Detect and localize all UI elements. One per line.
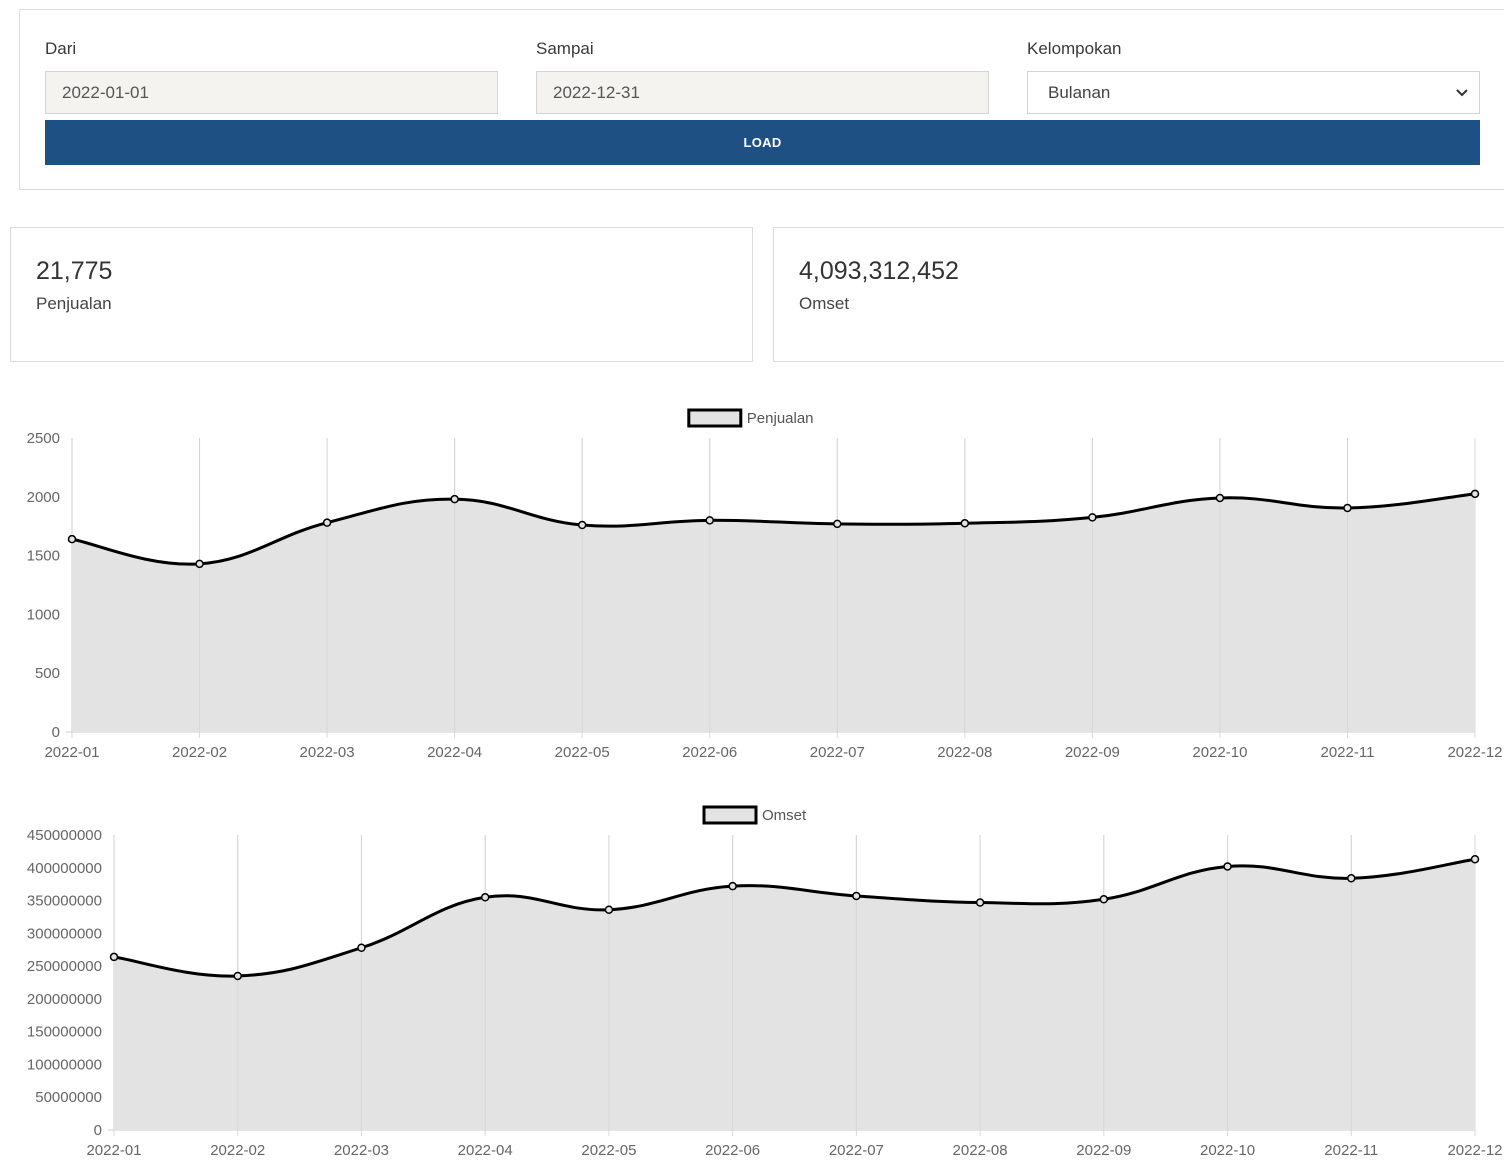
y-tick-label: 500 — [35, 665, 60, 682]
data-point — [852, 891, 861, 901]
data-point — [1347, 874, 1356, 883]
from-date-input[interactable]: 2022-01-01 — [45, 71, 498, 114]
chart-penjualan-container: Penjualan 0 500 1000 1500 2000 2500 2022-01 2022… — [0, 400, 1504, 770]
x-tick-label: 2022-11 — [1320, 744, 1374, 761]
legend-swatch — [687, 408, 743, 428]
data-point — [604, 905, 614, 914]
from-label: Dari — [45, 39, 77, 58]
x-tick-label: 2022-05 — [581, 1142, 636, 1157]
stat-card-penjualan: 21,775 Penjualan — [10, 227, 753, 362]
to-label: Sampai — [536, 39, 594, 58]
data-point — [1215, 493, 1225, 503]
data-point — [1223, 862, 1232, 871]
x-tick-label: 2022-03 — [334, 1142, 389, 1157]
x-tick-label: 2022-10 — [1200, 1142, 1255, 1157]
data-point — [1470, 489, 1480, 499]
stat-value: 21,775 — [36, 257, 113, 285]
data-point — [67, 534, 77, 544]
data-point — [833, 519, 842, 529]
data-point — [1088, 513, 1097, 522]
data-point — [233, 971, 242, 981]
data-point — [450, 494, 459, 504]
y-tick-label: 150000000 — [27, 1024, 102, 1041]
stat-label: Omset — [799, 294, 850, 313]
data-point — [1470, 855, 1480, 864]
filter-panel: Dari 2022-01-01 Sampai 2022-12-31 Kelomp… — [19, 9, 1504, 190]
group-select-value: Bulanan — [1048, 83, 1111, 102]
x-tick-label: 2022-07 — [829, 1142, 884, 1157]
chart-omset-container: Omset 0 50000000 100000000 150000000 20000000… — [0, 797, 1504, 1159]
series-line — [113, 857, 1476, 978]
x-tick-label: 2022-09 — [1065, 744, 1120, 761]
chart-omset: Omset 0 50000000 100000000 150000000 20000000… — [27, 805, 1503, 1159]
chevron-down-icon — [1456, 89, 1468, 97]
x-tick-label: 2022-03 — [300, 744, 355, 761]
data-point — [960, 519, 970, 528]
chart-penjualan: Penjualan 0 500 1000 1500 2000 2500 2022-01 2022… — [27, 408, 1503, 761]
legend-label: Penjualan — [747, 410, 814, 427]
to-date-input[interactable]: 2022-12-31 — [536, 71, 989, 114]
area-fill — [114, 859, 1475, 1130]
y-tick-label: 100000000 — [27, 1056, 102, 1073]
x-tick-label: 2022-10 — [1192, 744, 1247, 761]
x-tick-label: 2022-04 — [427, 744, 482, 761]
x-tick-label: 2022-09 — [1076, 1142, 1131, 1157]
x-tick-label: 2022-06 — [705, 1142, 760, 1157]
data-point — [357, 943, 366, 953]
data-point — [975, 898, 985, 907]
x-tick-label: 2022-02 — [172, 744, 227, 761]
y-tick-label: 200000000 — [27, 991, 102, 1008]
x-tick-label: 2022-01 — [86, 1142, 141, 1157]
data-point — [1343, 503, 1352, 513]
legend-swatch — [702, 805, 758, 825]
x-tick-label: 2022-12 — [1447, 1142, 1502, 1157]
data-point — [195, 559, 204, 569]
y-tick-label: 300000000 — [27, 925, 102, 942]
y-tick-label: 50000000 — [35, 1089, 102, 1106]
y-tick-label: 400000000 — [27, 860, 102, 877]
y-tick-label: 2000 — [27, 489, 60, 506]
data-point — [577, 520, 587, 530]
y-tick-label: 0 — [52, 724, 60, 741]
area-fill — [72, 493, 1475, 732]
group-select[interactable]: Bulanan — [1027, 71, 1480, 114]
y-tick-label: 350000000 — [27, 893, 102, 910]
x-tick-label: 2022-06 — [682, 744, 737, 761]
stat-label: Penjualan — [36, 294, 112, 313]
x-tick-label: 2022-02 — [210, 1142, 265, 1157]
x-tick-label: 2022-08 — [937, 744, 992, 761]
data-point — [705, 516, 714, 525]
y-tick-label: 2500 — [27, 430, 60, 447]
load-button[interactable]: LOAD — [45, 120, 1480, 165]
x-tick-label: 2022-07 — [810, 744, 865, 761]
x-tick-label: 2022-04 — [458, 1142, 513, 1157]
data-point — [1099, 894, 1109, 904]
y-tick-label: 1500 — [27, 548, 60, 565]
y-tick-label: 1000 — [27, 606, 60, 623]
y-tick-label: 0 — [94, 1122, 102, 1139]
x-tick-label: 2022-01 — [44, 744, 99, 761]
x-tick-label: 2022-12 — [1447, 744, 1502, 761]
data-point — [322, 518, 332, 527]
data-point — [728, 881, 737, 891]
stat-card-omset: 4,093,312,452 Omset — [773, 227, 1504, 362]
y-tick-label: 250000000 — [27, 958, 102, 975]
x-tick-label: 2022-11 — [1324, 1142, 1378, 1157]
stat-value: 4,093,312,452 — [799, 257, 959, 285]
group-label: Kelompokan — [1027, 39, 1122, 58]
legend-label: Omset — [762, 807, 807, 824]
x-tick-label: 2022-08 — [953, 1142, 1008, 1157]
series-line — [71, 492, 1476, 566]
data-point — [480, 893, 490, 902]
y-tick-label: 450000000 — [27, 827, 102, 844]
data-point — [109, 952, 119, 962]
x-tick-label: 2022-05 — [555, 744, 610, 761]
